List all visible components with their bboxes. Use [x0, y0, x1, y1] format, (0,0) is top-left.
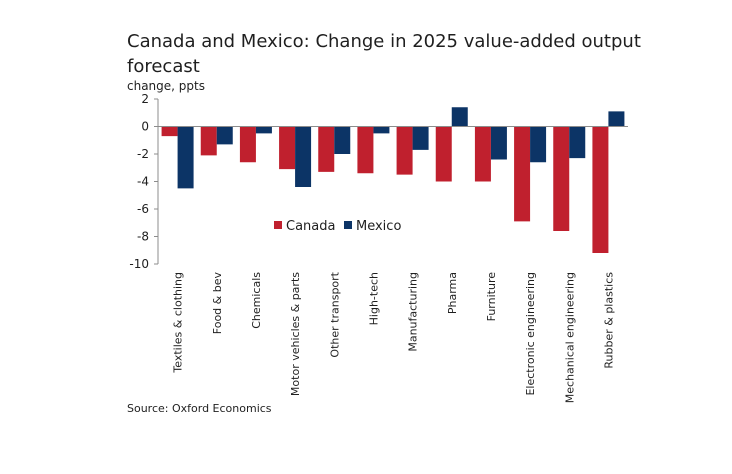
bar-canada — [357, 126, 374, 174]
y-tick-label: -10 — [129, 257, 149, 271]
category-label: Manufacturing — [407, 272, 420, 352]
bar-canada — [553, 126, 570, 231]
bar-canada — [200, 126, 217, 156]
bar-mexico — [334, 126, 351, 154]
category-label: Furniture — [485, 272, 498, 322]
bar-mexico — [569, 126, 586, 159]
bar-mexico — [608, 111, 625, 127]
y-tick-label: -4 — [137, 175, 149, 189]
category-label: Chemicals — [250, 272, 263, 329]
legend-label-mexico: Mexico — [356, 219, 401, 234]
bar-canada — [514, 126, 531, 222]
category-label: Electronic engineering — [524, 272, 537, 396]
source-note: Source: Oxford Economics — [127, 402, 272, 415]
category-label: High-tech — [367, 272, 380, 325]
category-label: Mechanical engineering — [563, 272, 576, 403]
bar-mexico — [451, 107, 468, 127]
y-tick-label: 0 — [141, 120, 149, 134]
bar-mexico — [530, 126, 547, 163]
bar-mexico — [216, 126, 233, 145]
bar-canada — [161, 126, 178, 137]
bar-mexico — [255, 126, 272, 134]
category-label: Other transport — [328, 271, 341, 357]
bar-mexico — [412, 126, 429, 150]
legend-label-canada: Canada — [286, 219, 335, 234]
bar-canada — [318, 126, 335, 172]
category-label: Textiles & clothing — [172, 272, 185, 374]
category-label: Rubber & plastics — [602, 272, 615, 369]
bar-canada — [435, 126, 452, 182]
legend-swatch-mexico — [344, 221, 352, 229]
bar-canada — [239, 126, 256, 163]
bar-mexico — [490, 126, 507, 160]
bar-canada — [474, 126, 491, 182]
y-tick-label: -6 — [137, 202, 149, 216]
y-tick-label: 2 — [141, 92, 149, 106]
bar-mexico — [373, 126, 390, 134]
y-axis-label: change, ppts — [127, 79, 205, 93]
legend-swatch-canada — [274, 221, 282, 229]
bar-canada — [592, 126, 609, 253]
bar-mexico — [295, 126, 312, 187]
category-label: Food & bev — [211, 272, 224, 335]
bar-canada — [396, 126, 413, 175]
y-tick-label: -8 — [137, 230, 149, 244]
bar-mexico — [177, 126, 194, 189]
category-label: Motor vehicles & parts — [289, 272, 302, 396]
y-tick-label: -2 — [137, 147, 149, 161]
chart-title: Canada and Mexico: Change in 2025 value-… — [127, 31, 641, 77]
category-label: Pharma — [446, 272, 459, 314]
bar-canada — [279, 126, 296, 170]
